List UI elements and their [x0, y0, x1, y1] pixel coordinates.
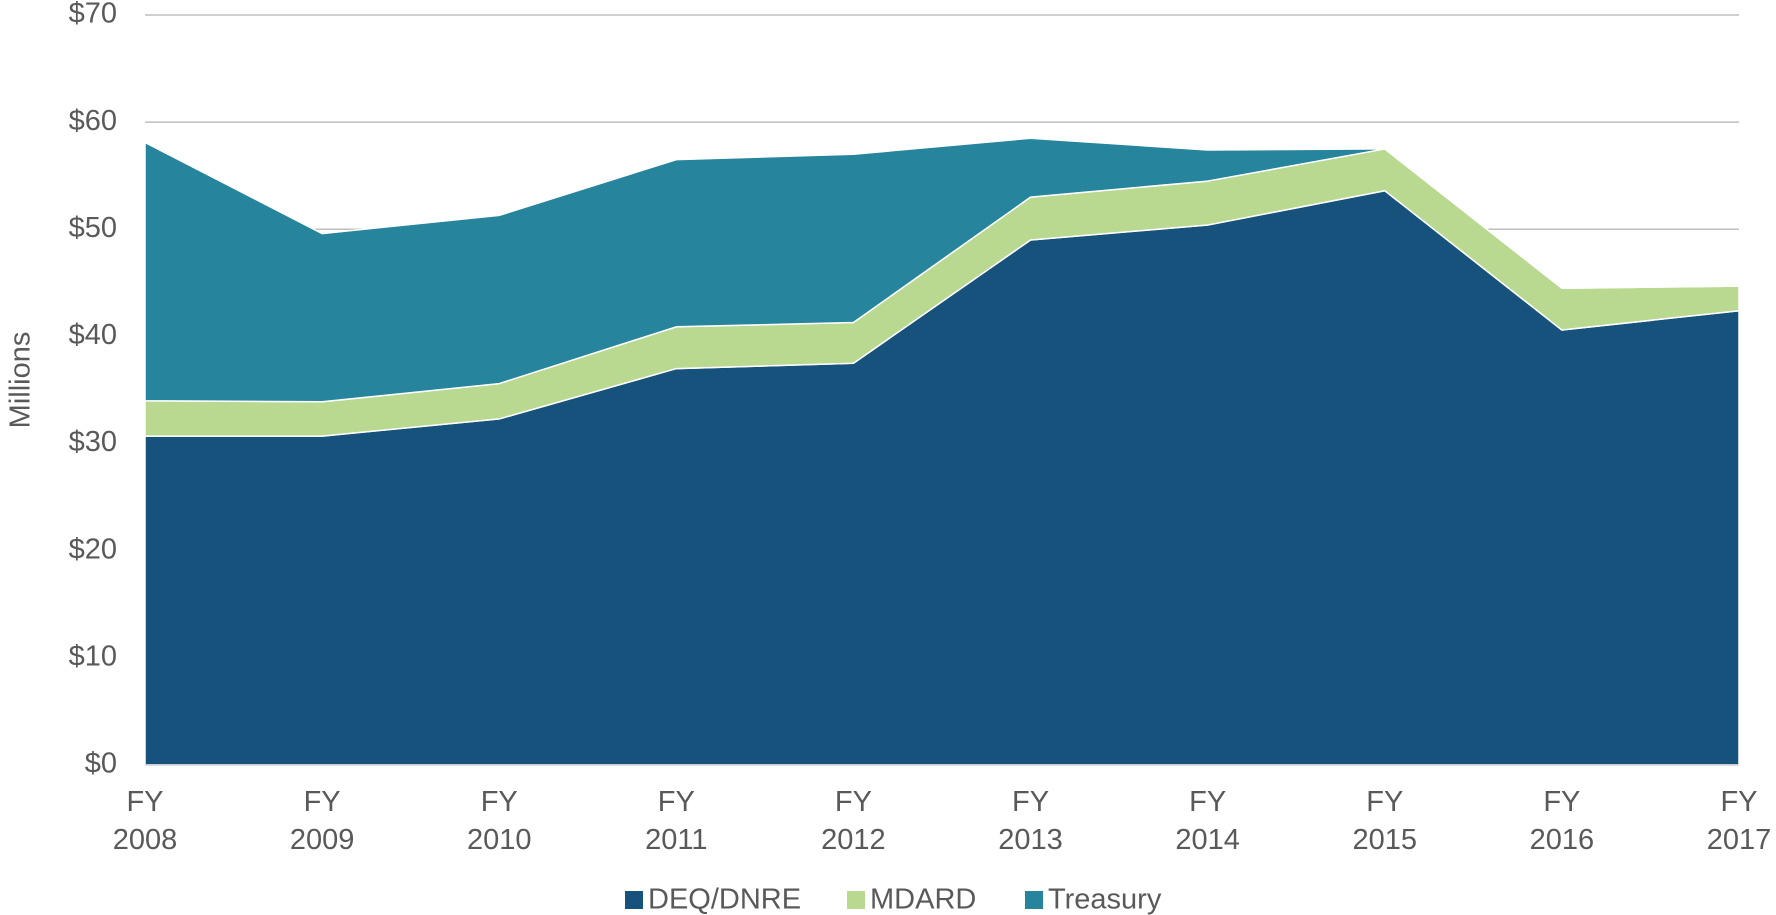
y-tick-label: $70 — [69, 0, 117, 30]
x-tick-label: FY 2016 — [1529, 786, 1595, 856]
y-tick-label: $40 — [69, 319, 117, 351]
x-tick-label: FY 2009 — [289, 786, 355, 856]
x-tick-label: FY 2012 — [821, 786, 886, 856]
x-tick-label: FY 2011 — [645, 786, 708, 856]
x-tick-label: FY 2008 — [112, 786, 178, 856]
x-tick-label: FY 2014 — [1175, 786, 1240, 856]
legend-swatch — [1025, 891, 1043, 909]
y-tick-label: $50 — [69, 212, 117, 244]
x-tick-label: FY 2010 — [466, 786, 532, 856]
x-tick-label: FY 2013 — [998, 786, 1063, 856]
legend-label: DEQ/DNRE — [648, 884, 801, 915]
legend-swatch — [625, 891, 643, 909]
y-axis-title: Millions — [5, 332, 37, 429]
y-tick-label: $20 — [69, 533, 117, 565]
y-tick-label: $0 — [85, 748, 117, 780]
y-tick-label: $30 — [69, 426, 117, 458]
y-tick-label: $10 — [69, 641, 117, 673]
y-tick-label: $60 — [69, 105, 117, 137]
legend-label: Treasury — [1048, 884, 1162, 915]
area — [144, 137, 1740, 403]
x-tick-label: FY 2015 — [1352, 786, 1418, 856]
x-tick-label: FY 2017 — [1706, 786, 1772, 856]
legend-swatch — [847, 891, 865, 909]
legend-label: MDARD — [870, 884, 976, 915]
